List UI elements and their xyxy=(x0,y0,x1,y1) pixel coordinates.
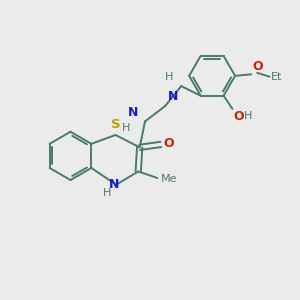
Text: O: O xyxy=(233,110,244,123)
Text: N: N xyxy=(167,90,178,103)
Text: O: O xyxy=(164,137,175,150)
Text: H: H xyxy=(103,188,111,198)
Text: Me: Me xyxy=(161,174,177,184)
Text: Et: Et xyxy=(271,72,282,82)
Text: O: O xyxy=(253,60,263,73)
Text: H: H xyxy=(165,72,173,82)
Text: N: N xyxy=(128,106,139,119)
Text: N: N xyxy=(109,178,119,191)
Text: H: H xyxy=(244,111,252,121)
Text: H: H xyxy=(122,123,130,133)
Text: S: S xyxy=(111,118,121,131)
